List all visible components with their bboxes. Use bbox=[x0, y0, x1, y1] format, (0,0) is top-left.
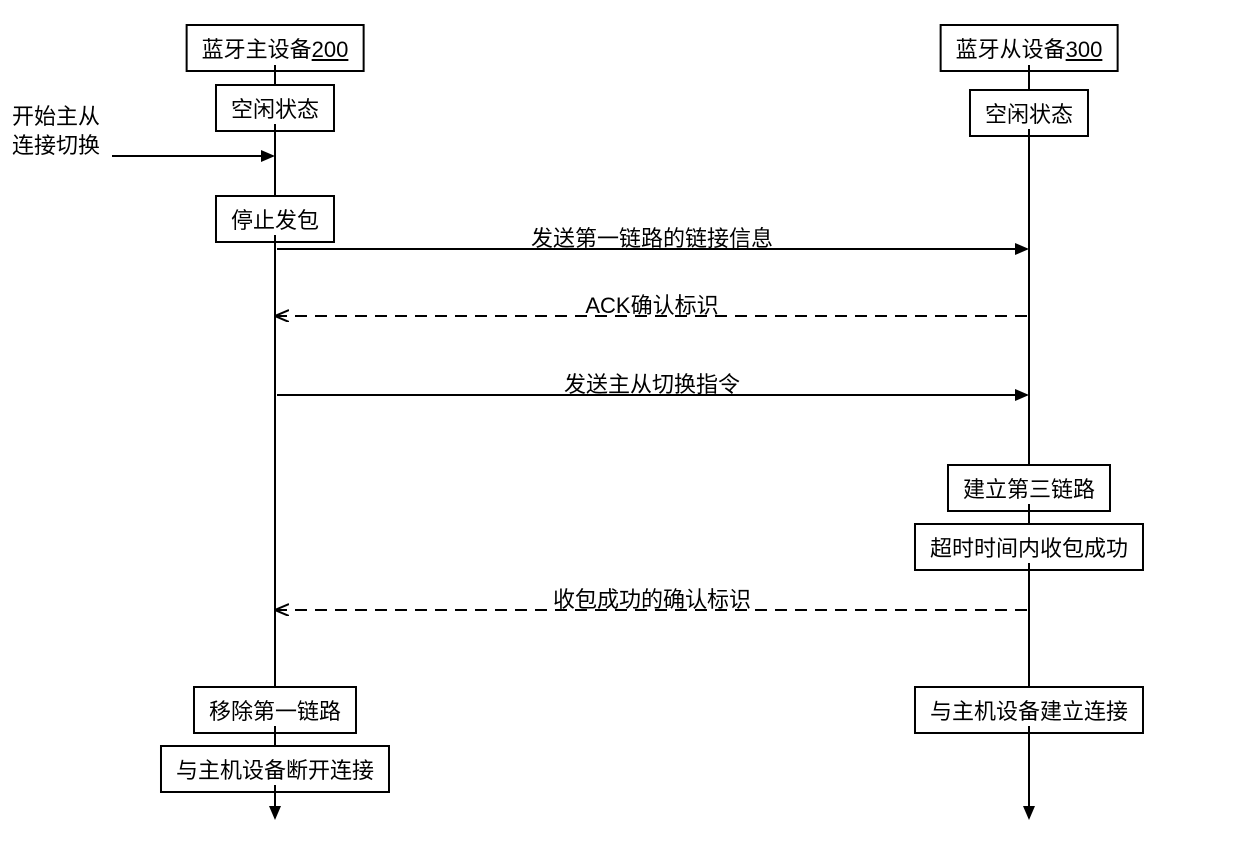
participant-slave-id: 300 bbox=[1066, 37, 1103, 62]
participant-slave-prefix: 蓝牙从设备 bbox=[956, 37, 1066, 62]
side-label-line2: 连接切换 bbox=[12, 133, 100, 158]
master-state-disconnect: 与主机设备断开连接 bbox=[160, 745, 390, 793]
side-label-start-switch: 开始主从 连接切换 bbox=[12, 103, 100, 160]
participant-master-id: 200 bbox=[312, 37, 349, 62]
participant-slave: 蓝牙从设备300 bbox=[940, 24, 1119, 72]
slave-state-idle: 空闲状态 bbox=[969, 89, 1089, 137]
participant-master: 蓝牙主设备200 bbox=[186, 24, 365, 72]
slave-state-establish-link3: 建立第三链路 bbox=[947, 464, 1111, 512]
msg-label-2: 发送主从切换指令 bbox=[564, 367, 740, 399]
master-state-idle: 空闲状态 bbox=[215, 84, 335, 132]
slave-state-connect-host: 与主机设备建立连接 bbox=[914, 686, 1144, 734]
msg-label-0: 发送第一链路的链接信息 bbox=[531, 221, 773, 253]
master-state-stop-send: 停止发包 bbox=[215, 195, 335, 243]
master-state-remove-link: 移除第一链路 bbox=[193, 686, 357, 734]
slave-state-recv-success: 超时时间内收包成功 bbox=[914, 523, 1144, 571]
side-label-line1: 开始主从 bbox=[12, 104, 100, 129]
msg-label-1: ACK确认标识 bbox=[585, 288, 718, 320]
msg-label-3: 收包成功的确认标识 bbox=[553, 582, 751, 614]
participant-master-prefix: 蓝牙主设备 bbox=[202, 37, 312, 62]
